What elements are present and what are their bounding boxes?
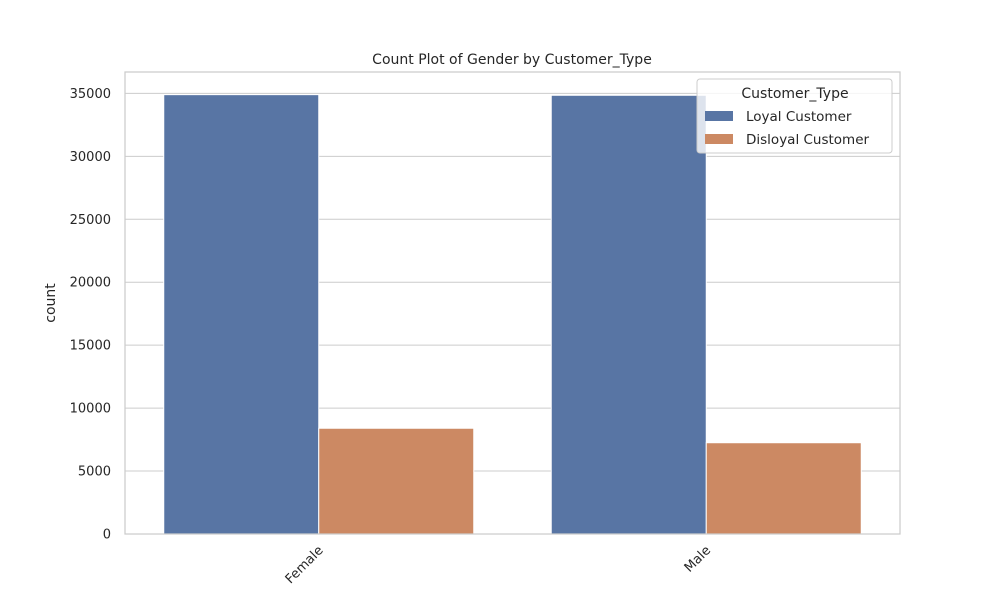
bar-male-disloyal-customer (705, 442, 862, 535)
bar-female-loyal-customer (163, 94, 320, 535)
y-tick-label: 10000 (70, 402, 111, 417)
y-tick-label: 25000 (70, 213, 111, 228)
y-tick-labels: 0 5000 10000 15000 20000 25000 30000 35000 (70, 87, 111, 543)
y-tick-label: 20000 (70, 276, 111, 291)
legend: Customer_Type Loyal Customer Disloyal Cu… (696, 78, 893, 154)
legend-swatch-disloyal-customer (705, 134, 733, 144)
legend-swatch-loyal-customer (705, 111, 733, 121)
legend-box (696, 78, 893, 154)
y-tick-label: 35000 (70, 87, 111, 102)
y-tick-label: 30000 (70, 150, 111, 165)
y-tick-label: 5000 (78, 465, 111, 480)
bar-male-loyal-customer (550, 94, 707, 535)
bars (163, 94, 862, 535)
bar-female-disloyal-customer (318, 427, 475, 535)
y-axis-label: count (43, 283, 59, 323)
plot-frame (124, 71, 901, 535)
chart-title: Count Plot of Gender by Customer_Type (372, 52, 652, 68)
legend-label-loyal-customer: Loyal Customer (746, 109, 852, 125)
y-tick-label: 0 (103, 528, 111, 543)
y-tick-label: 15000 (70, 339, 111, 354)
legend-label-disloyal-customer: Disloyal Customer (746, 132, 870, 148)
legend-title: Customer_Type (741, 86, 848, 102)
